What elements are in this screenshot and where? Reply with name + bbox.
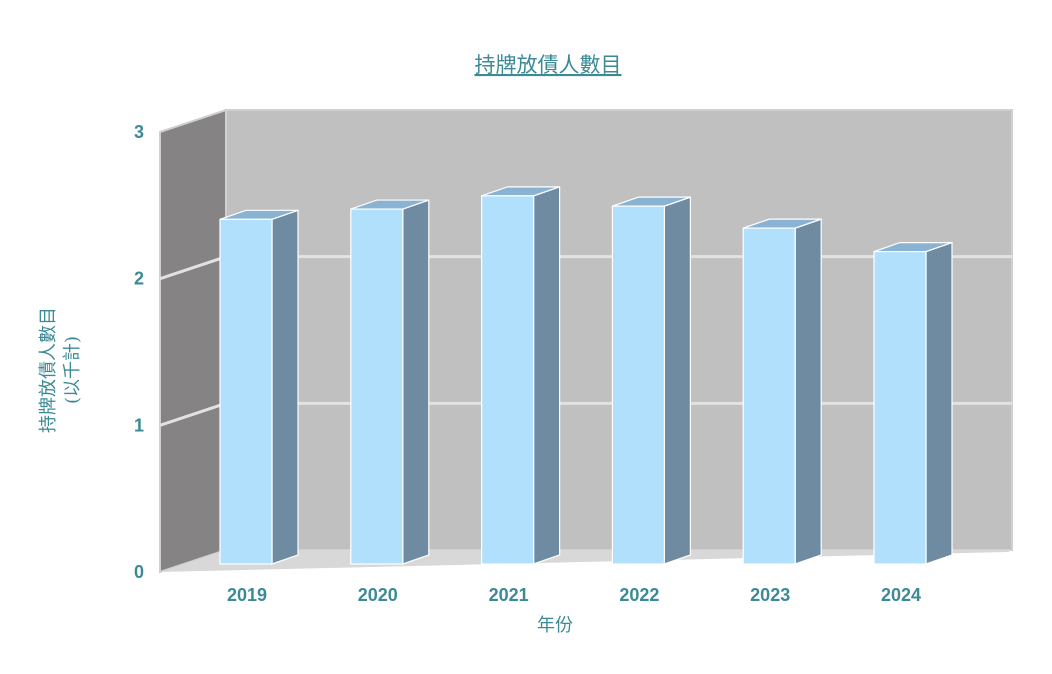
x-tick-labels: 2019 2020 2021 2022 2023 2024	[227, 585, 921, 605]
bar-side	[794, 218, 822, 565]
gridline-side	[159, 255, 227, 281]
x-tick-label: 2020	[358, 585, 398, 605]
y-tick-label: 3	[134, 122, 144, 142]
bar-2021	[481, 186, 561, 565]
bar-2022	[611, 196, 692, 565]
y-axis-label: 持牌放債人數目 (以千計)	[38, 307, 83, 433]
x-tick-label: 2023	[750, 585, 790, 605]
bar-side	[532, 186, 561, 565]
y-tick-label: 2	[134, 269, 144, 289]
bar-2020	[350, 199, 430, 565]
y-tick-labels: 0 1 2 3	[134, 122, 144, 582]
bar-side	[663, 196, 692, 565]
y-tick-label: 1	[134, 415, 144, 435]
chart-title: 持牌放債人數目	[475, 53, 622, 77]
y-tick-label: 0	[134, 562, 144, 582]
bar-side	[925, 241, 953, 565]
bar-front	[873, 250, 927, 565]
bar-2024	[873, 241, 953, 565]
x-tick-label: 2022	[619, 585, 659, 605]
x-tick-label: 2019	[227, 585, 267, 605]
bars	[219, 186, 953, 565]
bar-front	[350, 208, 404, 565]
bar-2019	[219, 209, 299, 565]
bar-front	[219, 218, 273, 565]
x-tick-label: 2021	[489, 585, 529, 605]
bar-front	[611, 205, 666, 565]
bar-2023	[742, 218, 822, 565]
left-wall	[159, 108, 227, 574]
y-axis-label-line-2: (以千計)	[62, 336, 83, 404]
bar-side	[402, 199, 430, 565]
x-axis-label: 年份	[537, 615, 573, 636]
bar-front	[481, 195, 535, 565]
y-axis-label-line-1: 持牌放債人數目	[38, 307, 59, 433]
gridline-side	[159, 401, 227, 427]
bar-side	[271, 209, 299, 565]
bar-front	[742, 227, 796, 565]
x-tick-label: 2024	[881, 585, 921, 605]
